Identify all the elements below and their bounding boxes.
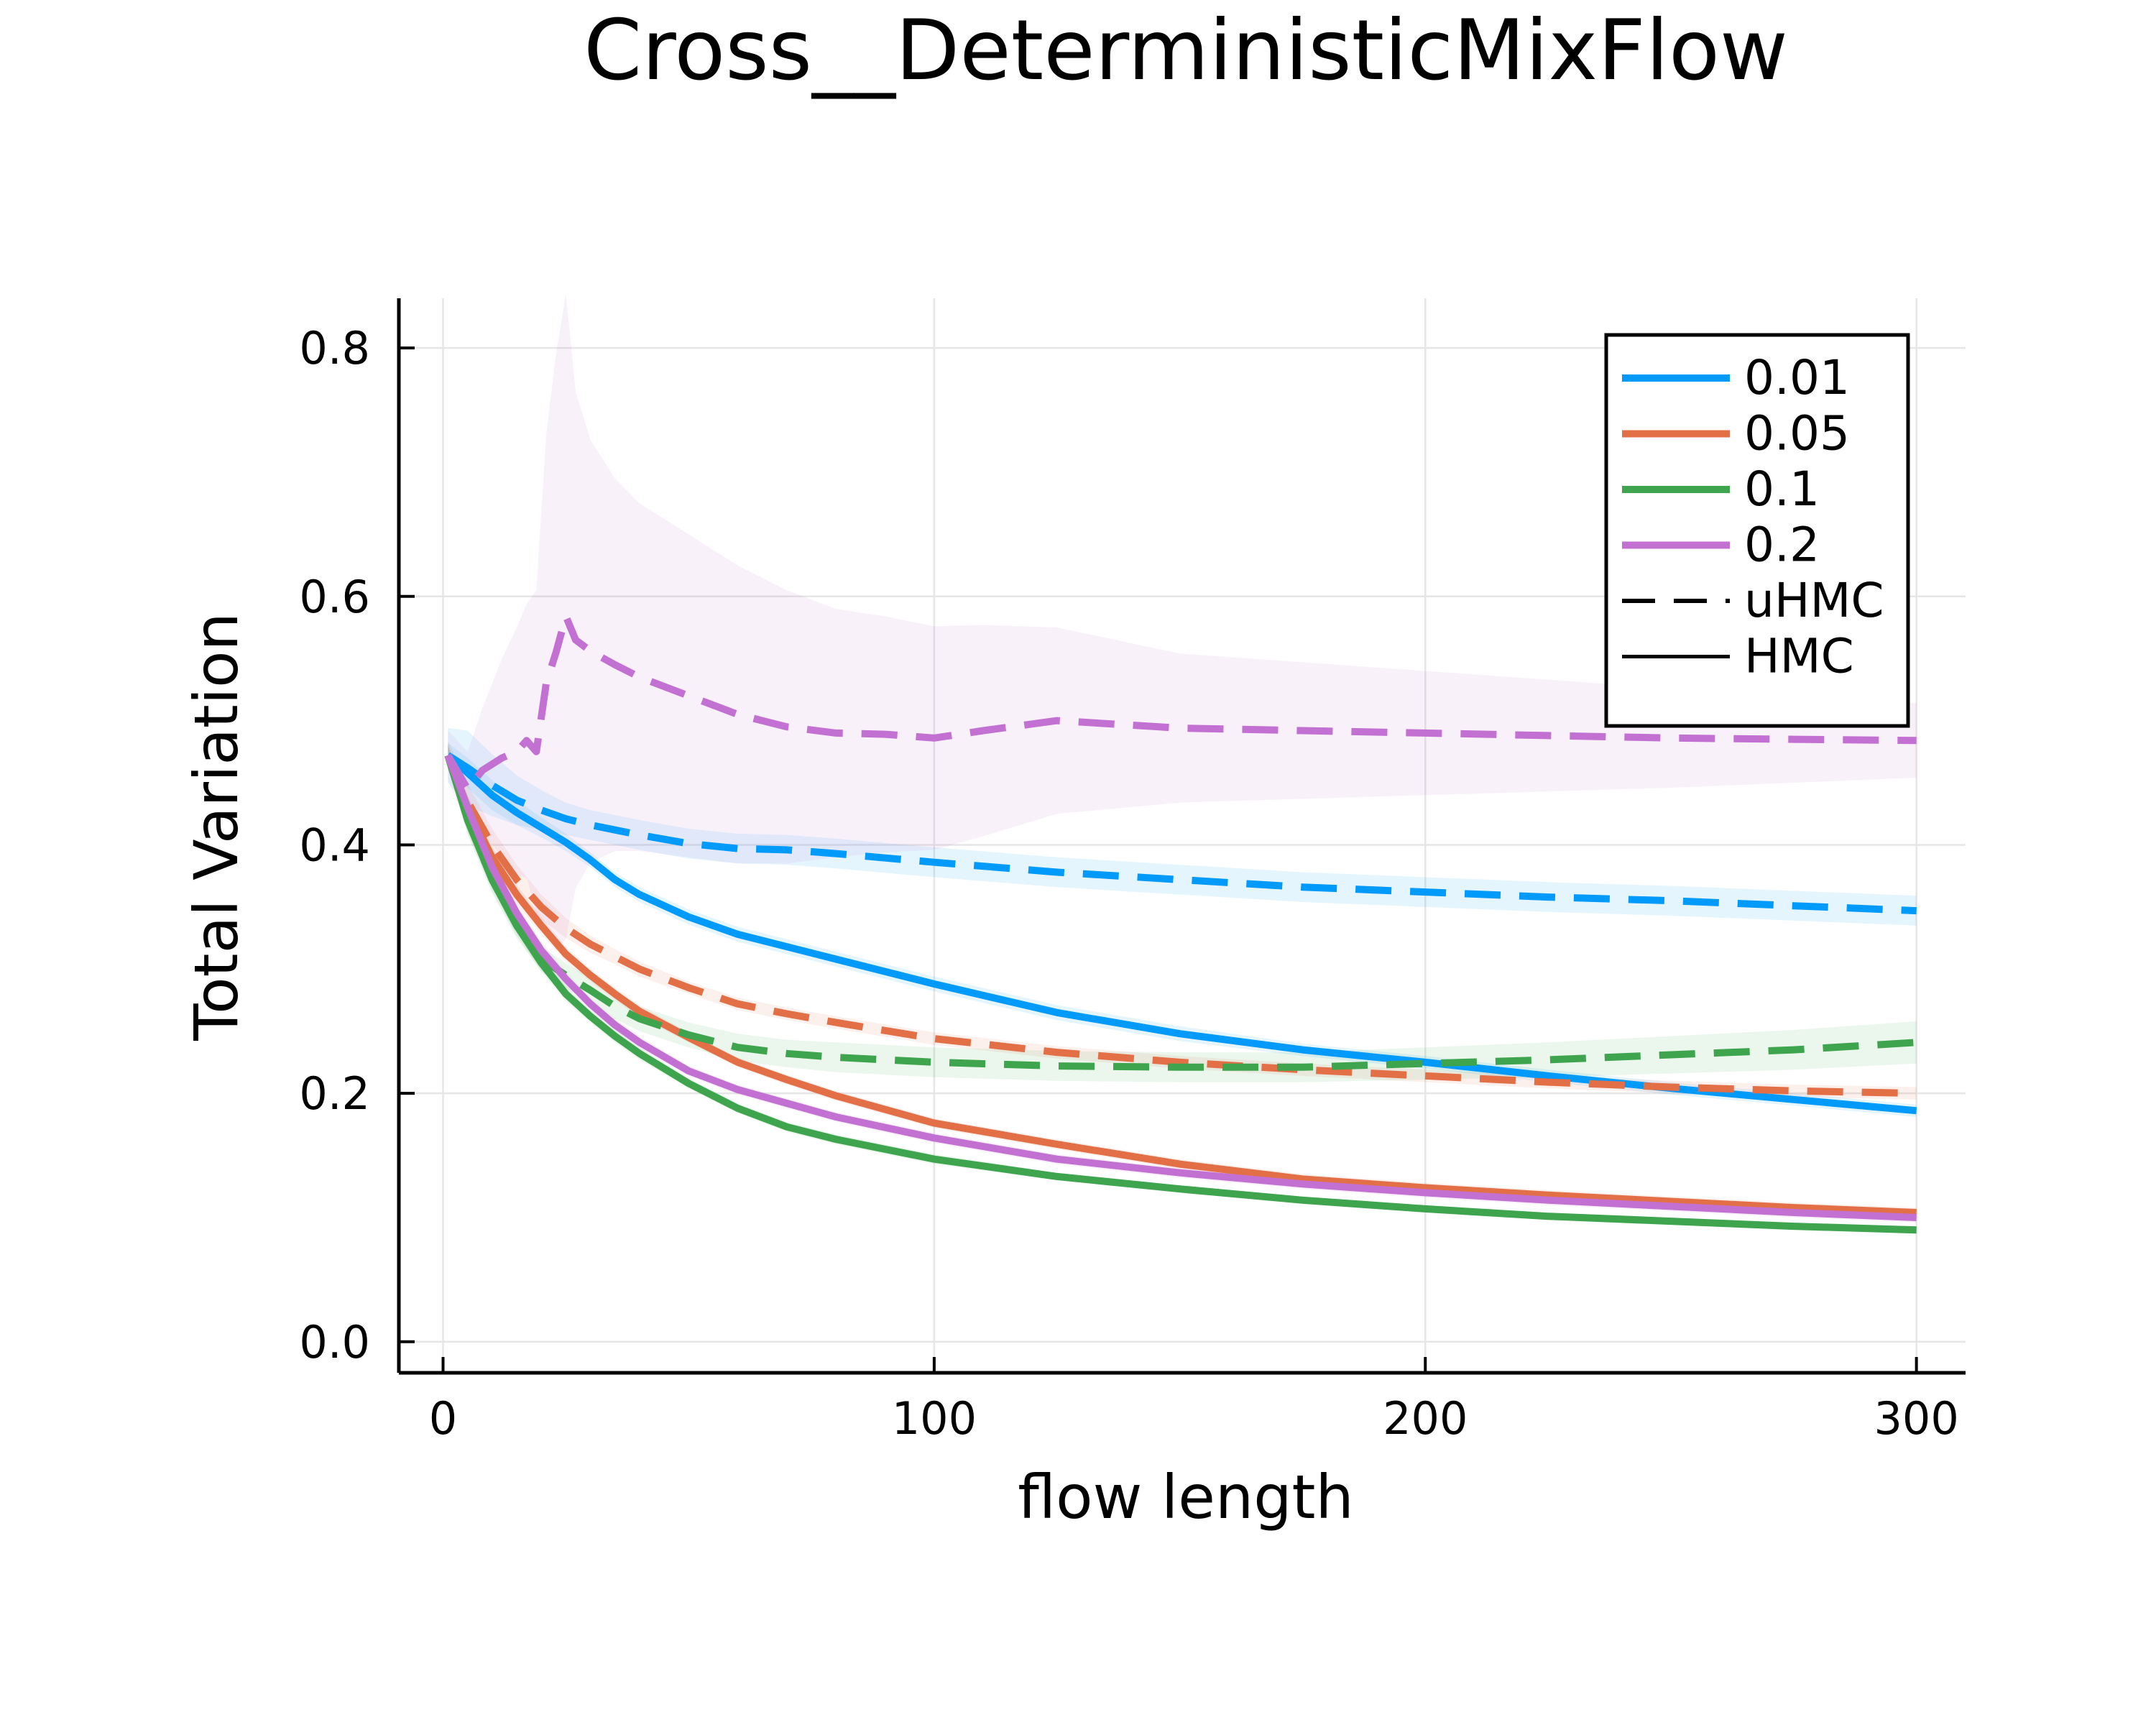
y-tick-label-0: 0.0 bbox=[299, 1316, 370, 1368]
x-axis-label: flow length bbox=[1018, 1462, 1353, 1532]
legend-label-1: 0.05 bbox=[1744, 406, 1850, 461]
series-line-0_01-HMC bbox=[445, 753, 1917, 1115]
band-0_01-HMC bbox=[448, 742, 1917, 1117]
axes bbox=[397, 298, 1966, 1375]
ticks: 0 100 200 300 0.0 0.2 0.4 0.6 0.8 bbox=[299, 322, 1958, 1445]
series-line-0_1-HMC bbox=[444, 754, 1917, 1234]
series-line-0_2-uHMC bbox=[444, 612, 1917, 793]
x-tick-label-1: 100 bbox=[892, 1392, 977, 1445]
legend-label-4: uHMC bbox=[1744, 573, 1884, 628]
y-tick-label-3: 0.6 bbox=[299, 571, 370, 623]
legend-label-2: 0.1 bbox=[1744, 461, 1820, 517]
series-line-0_2-HMC bbox=[444, 754, 1917, 1221]
legend-label-3: 0.2 bbox=[1744, 518, 1820, 573]
chart-title: Cross__DeterministicMixFlow bbox=[584, 2, 1788, 99]
series-line-0_1-uHMC bbox=[444, 754, 1917, 1071]
x-tick-label-2: 200 bbox=[1383, 1392, 1468, 1445]
y-tick-label-1: 0.2 bbox=[299, 1067, 370, 1120]
legend-box bbox=[1604, 333, 1910, 728]
y-tick-label-4: 0.8 bbox=[299, 322, 370, 374]
series-line-0_05-uHMC bbox=[444, 754, 1917, 1098]
legend-label-5: HMC bbox=[1744, 629, 1854, 684]
y-tick-label-2: 0.4 bbox=[299, 819, 370, 871]
y-axis-label: Total Variation bbox=[181, 612, 252, 1041]
series-line-0_01-uHMC bbox=[446, 752, 1917, 915]
legend-label-0: 0.01 bbox=[1744, 350, 1850, 405]
band-0_2-uHMC bbox=[448, 293, 1917, 951]
x-tick-label-0: 0 bbox=[429, 1392, 457, 1445]
series-line-0_05-HMC bbox=[444, 754, 1917, 1216]
x-tick-label-3: 300 bbox=[1874, 1392, 1958, 1445]
series-lines bbox=[444, 612, 1917, 1234]
